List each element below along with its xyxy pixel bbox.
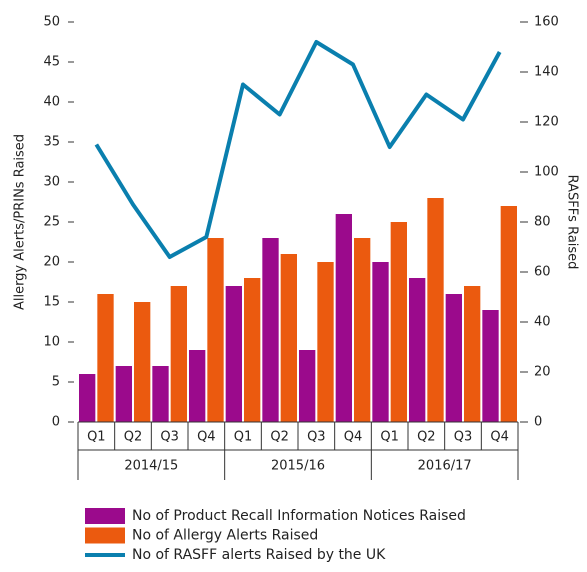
y-tick-label: 40 [43,95,60,110]
x-tick-label: Q3 [307,430,326,445]
y-tick-label: 10 [43,335,60,350]
y2-tick-label: 60 [534,265,551,280]
bar [207,238,224,422]
bar [390,222,407,422]
bar [79,374,96,422]
x-tick-label: Q2 [124,430,143,445]
legend-swatch [85,508,125,524]
x-tick-label: Q4 [490,430,509,445]
y-tick-label: 20 [43,255,60,270]
bar [354,238,371,422]
y-axis-title: Allergy Alerts/PRINs Raised [13,134,28,310]
bar [299,350,316,422]
bar [500,206,517,422]
x-tick-label: Q1 [380,430,399,445]
bar [225,286,242,422]
y-tick-label: 25 [43,215,60,230]
bar [97,294,114,422]
group-label: 2015/16 [271,459,325,474]
bar [262,238,279,422]
bar [170,286,187,422]
legend-label: No of Allergy Alerts Raised [132,528,318,544]
group-label: 2016/17 [418,459,472,474]
x-tick-label: Q4 [344,430,363,445]
bar [134,302,151,422]
y-tick-label: 30 [43,175,60,190]
y-tick-label: 45 [43,55,60,70]
x-tick-label: Q4 [197,430,216,445]
legend-label: No of RASFF alerts Raised by the UK [132,547,386,563]
y2-axis-title: RASFFs Raised [565,175,580,270]
x-tick-label: Q1 [87,430,106,445]
x-tick-label: Q2 [270,430,289,445]
y2-tick-label: 0 [534,415,542,430]
y2-tick-label: 140 [534,65,559,80]
x-tick-label: Q3 [454,430,473,445]
y2-tick-label: 20 [534,365,551,380]
x-tick-label: Q2 [417,430,436,445]
bar [372,262,389,422]
y2-tick-label: 120 [534,115,559,130]
bar [317,262,334,422]
bar [244,278,261,422]
bar [464,286,481,422]
x-tick-label: Q3 [160,430,179,445]
bar [152,366,169,422]
y-tick-label: 35 [43,135,60,150]
y2-tick-label: 100 [534,165,559,180]
bar [482,310,499,422]
y2-tick-label: 80 [534,215,551,230]
y2-tick-label: 40 [534,315,551,330]
y-tick-label: 50 [43,15,60,30]
line [94,40,502,259]
bar [115,366,132,422]
y2-tick-label: 160 [534,15,559,30]
legend-swatch [85,527,125,544]
bar [445,294,462,422]
bar [189,350,206,422]
bar [409,278,426,422]
group-label: 2014/15 [124,459,178,474]
bar [427,198,444,422]
bar [280,254,297,422]
y-tick-label: 0 [52,415,60,430]
y-tick-label: 15 [43,295,60,310]
y-tick-label: 5 [52,375,60,390]
x-tick-label: Q1 [234,430,253,445]
legend-label: No of Product Recall Information Notices… [132,508,466,524]
bar [335,214,352,422]
